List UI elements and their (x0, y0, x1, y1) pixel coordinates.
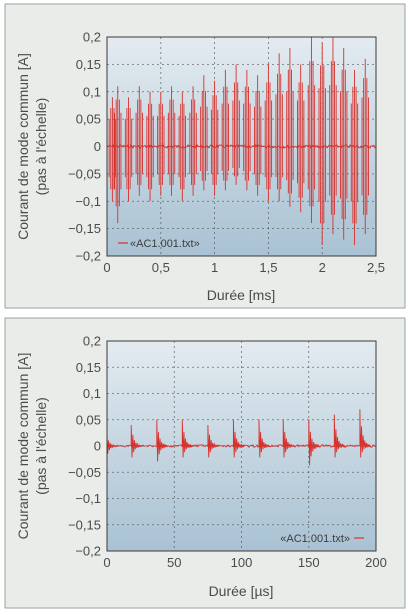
x-tick-label: 1,5 (259, 260, 277, 275)
y-axis-sublabel: (pas à l'échelle) (33, 397, 49, 495)
x-tick-label: 50 (167, 555, 181, 570)
signal-burst (106, 435, 119, 454)
signal-burst (359, 409, 372, 458)
y-tick-label: −0,15 (68, 517, 101, 532)
legend: «AC1.001.txt» (280, 533, 364, 545)
signal-burst (156, 419, 169, 462)
x-tick-label: 2,5 (367, 260, 385, 275)
tick-labels: 0 0,5 1 1,5 2 2,5 −0,2 −0,15 −0,1 −0,05 0 0,05 0,1 0,… (68, 30, 385, 276)
legend: «AC1.001.txt» (118, 238, 200, 250)
x-tick-label: 0,5 (152, 260, 170, 275)
signal-burst (308, 419, 321, 466)
y-tick-label: 0,05 (76, 412, 101, 427)
x-tick-label: 200 (365, 555, 387, 570)
y-tick-label: −0,2 (75, 249, 101, 264)
y-tick-label: −0,1 (75, 491, 101, 506)
signal-burst (130, 424, 143, 458)
x-axis-label: Durée [µs] (209, 583, 274, 599)
x-tick-label: 1 (211, 260, 218, 275)
signal-burst (181, 419, 194, 458)
legend-label: «AC1.001.txt» (280, 533, 350, 545)
y-tick-label: −0,1 (75, 194, 101, 209)
signal-group (106, 37, 377, 246)
x-tick-label: 0 (103, 555, 110, 570)
y-axis-label: Courant de mode commun [A] (15, 53, 31, 240)
y-tick-label: 0 (94, 439, 101, 454)
x-tick-label: 100 (231, 555, 253, 570)
y-tick-label: 0,1 (83, 84, 101, 99)
x-tick-label: 2 (319, 260, 326, 275)
y-tick-label: −0,05 (68, 465, 101, 480)
tick-labels: 0 50 100 150 200 −0,2 −0,15 −0,1 −0,05 0 0,05 0,1 0,… (68, 334, 387, 571)
y-tick-label: 0,2 (83, 334, 101, 349)
y-tick-label: −0,15 (68, 221, 101, 236)
y-tick-label: 0 (94, 139, 101, 154)
x-tick-label: 0 (103, 260, 110, 275)
y-axis-sublabel: (pas à l'échelle) (33, 98, 49, 196)
signal-burst (258, 419, 271, 458)
y-tick-label: −0,2 (75, 544, 101, 559)
y-tick-label: 0,15 (76, 360, 101, 375)
plot-frame (106, 340, 377, 552)
y-tick-label: 0,15 (76, 57, 101, 72)
y-axis-label: Courant de mode commun [A] (15, 353, 31, 540)
signal-burst (282, 419, 295, 458)
signal-group (106, 409, 377, 466)
x-tick-label: 150 (298, 555, 320, 570)
y-tick-label: 0,1 (83, 386, 101, 401)
signal-burst (232, 419, 245, 458)
y-tick-label: 0,2 (83, 30, 101, 45)
y-tick-label: 0,05 (76, 112, 101, 127)
y-tick-label: −0,05 (68, 166, 101, 181)
x-axis-label: Durée [ms] (207, 287, 275, 303)
chart-panel-bottom: 0 50 100 150 200 −0,2 −0,15 −0,1 −0,05 0 0,05 0,1 0,… (4, 317, 406, 609)
legend-label: «AC1.001.txt» (130, 238, 200, 250)
chart-panel-top: 0 0,5 1 1,5 2 2,5 −0,2 −0,15 −0,1 −0,05 0 0,05 0,1 0,… (4, 3, 406, 309)
signal-burst (207, 424, 220, 458)
plot-frame (106, 36, 377, 257)
signal-burst (333, 414, 346, 458)
